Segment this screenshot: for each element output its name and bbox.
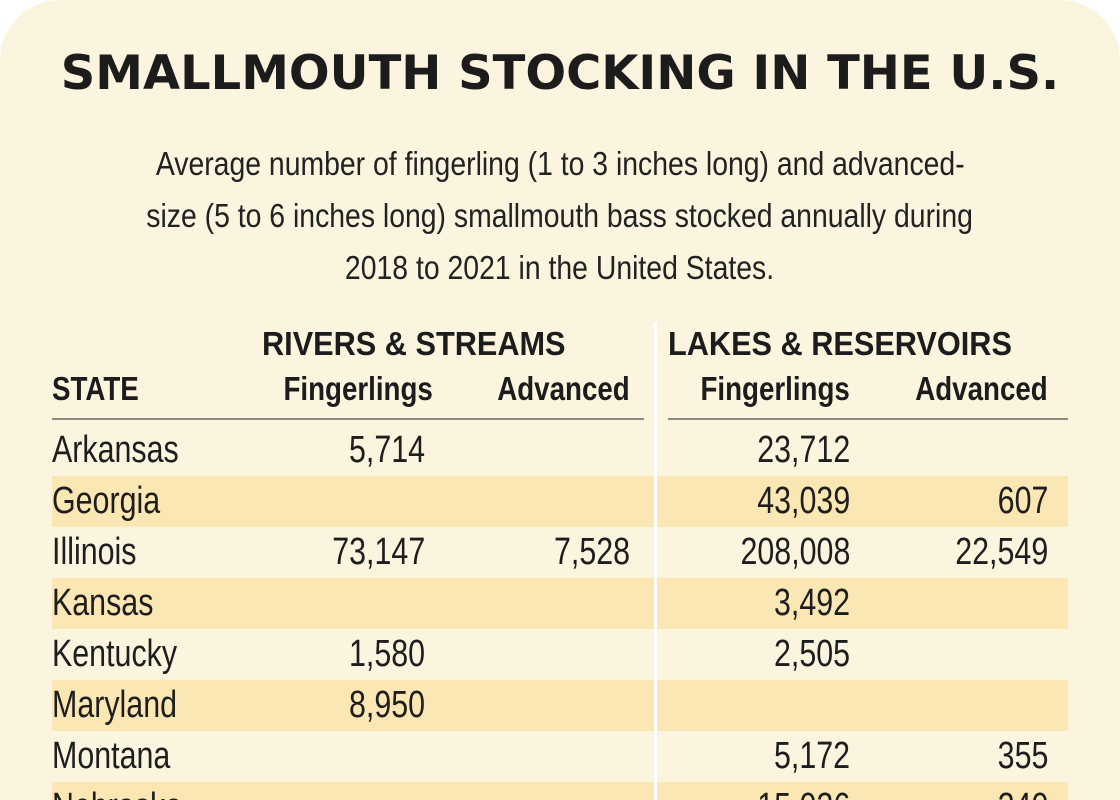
table-row: Arkansas 5,714 23,712: [0, 425, 1120, 476]
cell-lakes-advanced: 607: [997, 480, 1048, 522]
table-row: Nebraska 15,026 240: [0, 782, 1120, 800]
cell-state: Nebraska: [52, 782, 182, 800]
row-band: [657, 578, 1068, 629]
column-group-divider: [654, 322, 657, 800]
row-band: [52, 476, 654, 527]
row-band: [657, 782, 1068, 800]
group-header-lakes: LAKES & RESERVOIRS: [668, 325, 1012, 362]
column-header-lakes-fingerlings: Fingerlings: [700, 370, 850, 407]
cell-rivers-fingerlings: 1,580: [348, 633, 425, 675]
column-header-rivers-fingerlings: Fingerlings: [283, 370, 433, 407]
page-title: SMALLMOUTH STOCKING IN THE U.S.: [60, 46, 1060, 101]
cell-lakes-fingerlings: 43,039: [757, 480, 850, 522]
cell-lakes-fingerlings: 3,492: [773, 582, 850, 624]
cell-state: Montana: [52, 735, 171, 777]
cell-lakes-fingerlings: 5,172: [773, 735, 850, 777]
cell-lakes-fingerlings: 2,505: [773, 633, 850, 675]
cell-lakes-fingerlings: 15,026: [757, 782, 850, 800]
header-rule-right: [668, 418, 1068, 420]
table-row: Kansas 3,492: [0, 578, 1120, 629]
subtitle-line-1: Average number of fingerling (1 to 3 inc…: [155, 145, 965, 182]
group-header-rivers: RIVERS & STREAMS: [262, 325, 566, 362]
column-header-state: STATE: [52, 370, 139, 407]
row-band: [657, 476, 1068, 527]
row-band: [52, 578, 654, 629]
column-header-lakes-advanced: Advanced: [915, 370, 1048, 407]
table-row: Georgia 43,039 607: [0, 476, 1120, 527]
row-band: [52, 680, 654, 731]
cell-state: Maryland: [52, 684, 178, 726]
subtitle-line-2: size (5 to 6 inches long) smallmouth bas…: [146, 197, 974, 234]
subtitle-line-3: 2018 to 2021 in the United States.: [345, 249, 775, 286]
cell-rivers-fingerlings: 5,714: [348, 429, 425, 471]
table-row: Illinois 73,147 7,528 208,008 22,549: [0, 527, 1120, 578]
row-band: [657, 680, 1068, 731]
cell-lakes-advanced: 355: [997, 735, 1048, 777]
cell-rivers-fingerlings: 73,147: [332, 531, 425, 573]
cell-lakes-fingerlings: 208,008: [740, 531, 850, 573]
row-band: [52, 782, 654, 800]
table-row: Maryland 8,950: [0, 680, 1120, 731]
cell-rivers-advanced: 7,528: [553, 531, 630, 573]
cell-state: Arkansas: [52, 429, 179, 471]
cell-state: Illinois: [52, 531, 137, 573]
table-row: Kentucky 1,580 2,505: [0, 629, 1120, 680]
cell-lakes-advanced: 240: [997, 782, 1048, 800]
cell-state: Kansas: [52, 582, 154, 624]
cell-state: Kentucky: [52, 633, 178, 675]
column-header-rivers-advanced: Advanced: [497, 370, 630, 407]
header-rule-left: [52, 418, 644, 420]
cell-lakes-advanced: 22,549: [955, 531, 1048, 573]
table-row: Montana 5,172 355: [0, 731, 1120, 782]
cell-lakes-fingerlings: 23,712: [757, 429, 850, 471]
subtitle: Average number of fingerling (1 to 3 inc…: [40, 138, 1080, 294]
cell-state: Georgia: [52, 480, 161, 522]
cell-rivers-fingerlings: 8,950: [348, 684, 425, 726]
